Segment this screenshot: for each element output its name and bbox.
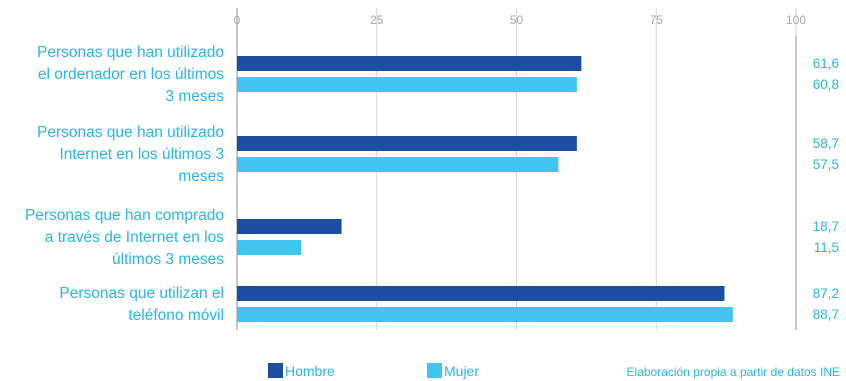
x-tick-label: 0 <box>234 13 241 27</box>
category-label: Personas que utilizan el teléfono móvil <box>59 285 224 324</box>
bar <box>237 286 725 301</box>
x-tick-label: 25 <box>370 13 384 27</box>
bar <box>237 219 342 234</box>
source-note: Elaboración propia a partir de datos INE <box>627 365 840 379</box>
value-label: 61,6 <box>813 56 839 71</box>
value-label: 58,7 <box>813 136 839 151</box>
bar <box>237 136 577 151</box>
value-label: 57,5 <box>813 157 839 172</box>
value-label: 88,7 <box>813 307 839 322</box>
bar <box>237 56 582 71</box>
bar <box>237 240 302 255</box>
category-label: Personas que han utilizado el ordenador e… <box>37 44 224 105</box>
value-label: 18,7 <box>813 219 839 234</box>
x-tick-label: 75 <box>650 13 664 27</box>
bar <box>237 157 559 172</box>
legend-label: Hombre <box>285 363 335 379</box>
value-label: 87,2 <box>813 286 839 301</box>
legend-label: Mujer <box>444 363 479 379</box>
category-label: Personas que han comprado a través de Int… <box>25 207 224 268</box>
bar <box>237 307 733 322</box>
category-label: Personas que han utilizado Internet en lo… <box>37 124 224 185</box>
legend-swatch <box>268 363 283 378</box>
legend-swatch <box>427 363 442 378</box>
value-label: 60,8 <box>813 77 839 92</box>
value-label: 11,5 <box>814 240 839 255</box>
x-tick-label: 100 <box>786 13 806 27</box>
bar <box>237 77 577 92</box>
x-tick-label: 50 <box>510 13 524 27</box>
